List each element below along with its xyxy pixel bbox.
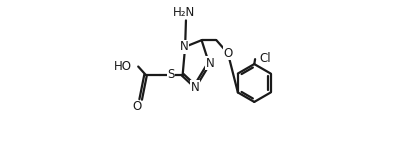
Text: O: O	[133, 100, 142, 113]
Text: N: N	[206, 57, 214, 70]
Text: N: N	[191, 81, 199, 94]
Text: Cl: Cl	[259, 52, 271, 65]
Text: HO: HO	[114, 60, 132, 73]
Text: N: N	[180, 40, 189, 53]
Text: S: S	[167, 68, 174, 81]
Text: O: O	[223, 47, 232, 60]
Text: H₂N: H₂N	[173, 6, 196, 19]
